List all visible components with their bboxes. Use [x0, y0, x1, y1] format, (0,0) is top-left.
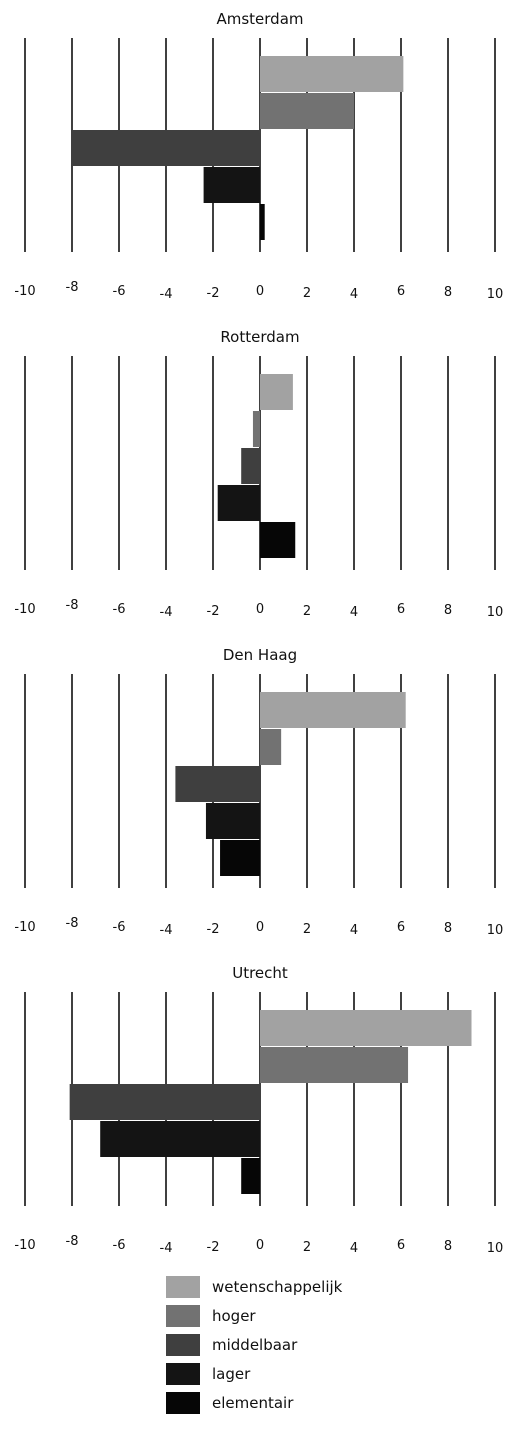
tick-label: -2: [207, 604, 220, 619]
bar-elementair: [260, 522, 296, 558]
tick-label: -6: [113, 920, 126, 935]
legend-swatch: [166, 1304, 200, 1327]
tick-label: -4: [160, 1241, 173, 1256]
legend-swatch: [166, 1333, 200, 1356]
bar-middelbaar: [175, 766, 260, 802]
panel-title: Den Haag: [223, 646, 297, 664]
bar-wetenschappelijk: [260, 692, 406, 728]
legend-item-elementair: elementair: [166, 1388, 342, 1417]
tick-label: 6: [397, 920, 405, 935]
legend-label: wetenschappelijk: [212, 1277, 343, 1296]
tick-label: 6: [397, 602, 405, 617]
bar-lager: [217, 485, 260, 521]
legend-item-middelbaar: middelbaar: [166, 1330, 342, 1359]
tick-label: 2: [303, 604, 311, 619]
tick-label: 10: [487, 1241, 504, 1256]
legend-item-lager: lager: [166, 1359, 342, 1388]
legend: wetenschappelijk hoger middelbaar lager …: [166, 1272, 342, 1417]
bar-elementair: [220, 840, 260, 876]
bar-hoger: [260, 729, 282, 765]
tick-label: -6: [113, 602, 126, 617]
tick-label: 6: [397, 284, 405, 299]
bar-wetenschappelijk: [260, 374, 293, 410]
tick-label: -4: [160, 287, 173, 302]
legend-swatch: [166, 1391, 200, 1414]
tick-label: -2: [207, 1240, 220, 1255]
tick-label: -10: [14, 920, 35, 935]
tick-label: 10: [487, 923, 504, 938]
tick-label: -10: [14, 602, 35, 617]
tick-label: 4: [350, 1241, 358, 1256]
tick-label: 4: [350, 605, 358, 620]
tick-label: -8: [66, 598, 79, 613]
bar-hoger: [260, 93, 354, 129]
tick-label: -6: [113, 1238, 126, 1253]
tick-label: 2: [303, 922, 311, 937]
legend-label: hoger: [212, 1306, 256, 1325]
panel-title: Amsterdam: [216, 10, 303, 28]
tick-label: 2: [303, 286, 311, 301]
bar-lager: [205, 803, 260, 839]
legend-swatch: [166, 1275, 200, 1298]
panel-title: Rotterdam: [220, 328, 299, 346]
legend-item-hoger: hoger: [166, 1301, 342, 1330]
legend-swatch: [166, 1362, 200, 1385]
bar-middelbaar: [72, 130, 260, 166]
tick-label: -2: [207, 286, 220, 301]
bar-middelbaar: [69, 1084, 261, 1120]
tick-label: 0: [256, 284, 264, 299]
bar-wetenschappelijk: [260, 56, 404, 92]
tick-label: -6: [113, 284, 126, 299]
bar-hoger: [260, 1047, 409, 1083]
bar-lager: [100, 1121, 260, 1157]
tick-label: -10: [14, 1238, 35, 1253]
tick-label: -4: [160, 605, 173, 620]
tick-label: 0: [256, 1238, 264, 1253]
tick-label: -4: [160, 923, 173, 938]
charts-canvas: Amsterdam -10 -8 -6 -4 -2 0 2 4 6 8 10 Rotterdam -10 -…: [14, 10, 504, 1256]
tick-label: 8: [444, 285, 452, 300]
bar-wetenschappelijk: [260, 1010, 472, 1046]
bar-hoger: [252, 411, 260, 447]
tick-label: -10: [14, 284, 35, 299]
tick-label: -8: [66, 916, 79, 931]
tick-label: -8: [66, 280, 79, 295]
tick-label: 4: [350, 923, 358, 938]
legend-label: elementair: [212, 1393, 294, 1412]
panel-title: Utrecht: [232, 964, 288, 982]
tick-label: 8: [444, 1239, 452, 1254]
tick-label: 6: [397, 1238, 405, 1253]
tick-label: 0: [256, 602, 264, 617]
tick-label: 2: [303, 1240, 311, 1255]
tick-label: -2: [207, 922, 220, 937]
tick-label: 10: [487, 605, 504, 620]
tick-label: 4: [350, 287, 358, 302]
legend-item-wetenschappelijk: wetenschappelijk: [166, 1272, 342, 1301]
tick-label: 8: [444, 921, 452, 936]
bar-elementair: [260, 204, 265, 240]
bar-middelbaar: [241, 448, 260, 484]
tick-label: 10: [487, 287, 504, 302]
tick-label: -8: [66, 1234, 79, 1249]
legend-label: middelbaar: [212, 1335, 298, 1354]
bar-elementair: [241, 1158, 260, 1194]
bar-lager: [203, 167, 260, 203]
legend-label: lager: [212, 1364, 251, 1383]
tick-label: 0: [256, 920, 264, 935]
tick-label: 8: [444, 603, 452, 618]
